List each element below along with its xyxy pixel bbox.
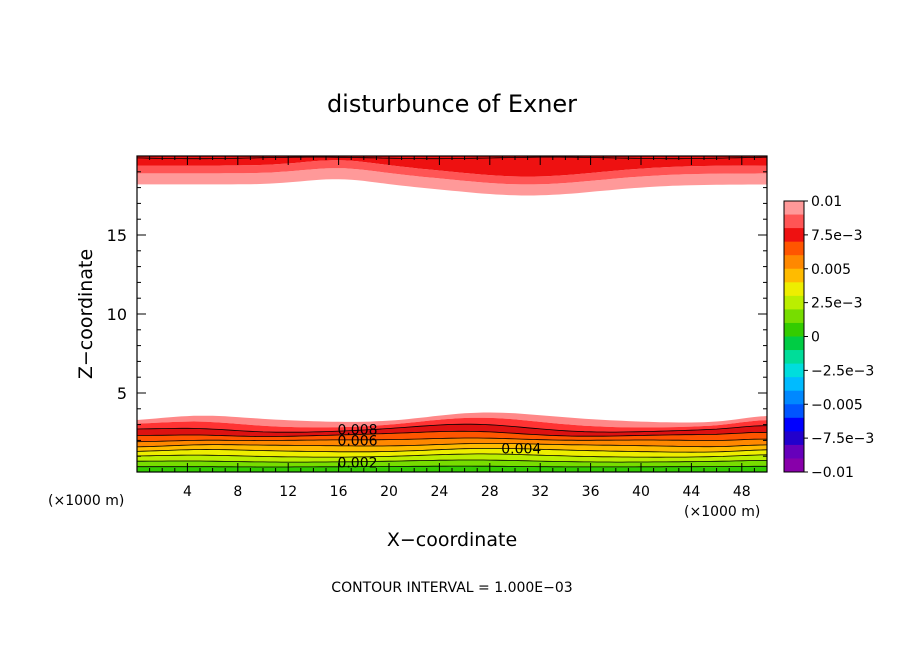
colorbar-swatch	[784, 255, 804, 270]
colorbar-swatch	[784, 282, 804, 297]
colorbar-label: 2.5e−3	[811, 296, 863, 312]
y-tick-label: 5	[117, 384, 127, 403]
colorbar-swatch	[784, 336, 804, 351]
contour-band	[137, 424, 767, 437]
x-tick-label: 16	[330, 484, 348, 500]
contour-line	[137, 459, 767, 463]
colorbar-swatch	[784, 322, 804, 337]
contour-band	[137, 412, 767, 428]
colorbar: 0.01 7.5e−3 0.005 2.5e−3 0 −2.5e−3 −0.005 −7.5e…	[783, 194, 874, 481]
x-tick-label: 24	[430, 484, 448, 500]
contour-label: 0.008	[337, 422, 377, 438]
colorbar-swatch	[784, 363, 804, 378]
colorbar-swatch	[784, 444, 804, 459]
contour-line	[137, 465, 767, 468]
x-tick-label: 32	[531, 484, 549, 500]
x-tick-label: 8	[233, 484, 242, 500]
x-tick-label: 36	[582, 484, 600, 500]
colorbar-label: 0.005	[811, 262, 851, 278]
contour-line	[136, 437, 768, 443]
x-tick-label: 40	[632, 484, 650, 500]
contour-band	[137, 160, 767, 185]
x-tick-label: 44	[682, 484, 700, 500]
colorbar-swatch	[784, 214, 804, 229]
contour-label: 0.004	[501, 441, 541, 457]
colorbar-swatch	[784, 309, 804, 324]
contour-band	[137, 168, 767, 196]
contour-band	[137, 448, 767, 458]
contour-lines	[136, 156, 768, 468]
y-tick-label: 10	[107, 305, 127, 324]
contour-band	[137, 453, 767, 463]
contour-band	[137, 431, 767, 442]
contour-band	[137, 156, 767, 177]
x-unit-left: (×1000 m)	[48, 493, 124, 509]
x-tick-label: 28	[481, 484, 499, 500]
colorbar-swatch	[784, 295, 804, 310]
colorbar-label: 7.5e−3	[811, 228, 863, 244]
colorbar-swatch	[784, 241, 804, 256]
colorbar-swatch	[784, 228, 804, 243]
contour-label: 0.006	[337, 433, 377, 449]
x-unit-right: (×1000 m)	[684, 504, 760, 520]
x-tick-label: 20	[380, 484, 398, 500]
x-tick-label: 12	[279, 484, 297, 500]
colorbar-swatch	[784, 201, 804, 215]
contour-line	[136, 423, 768, 433]
colorbar-label: −7.5e−3	[811, 431, 874, 447]
contour-interval-note: CONTOUR INTERVAL = 1.000E−03	[331, 580, 572, 596]
colorbar-label: −0.005	[811, 397, 863, 413]
y-tick-label: 15	[107, 226, 127, 245]
colorbar-swatch	[784, 417, 804, 432]
colorbar-swatch	[784, 458, 804, 473]
chart-title: disturbunce of Exner	[327, 90, 577, 118]
x-axis-label: X−coordinate	[387, 529, 517, 551]
colorbar-label: 0.01	[811, 194, 842, 210]
colorbar-swatch	[784, 431, 804, 446]
colorbar-label: 0	[811, 330, 820, 346]
x-tick-label: 4	[183, 484, 192, 500]
contour-band	[137, 460, 767, 467]
contour-band	[137, 417, 767, 433]
contour-line	[137, 430, 768, 437]
colorbar-swatch	[784, 268, 804, 283]
colorbar-swatch	[784, 404, 804, 419]
contour-line	[136, 453, 768, 458]
contour-label: 0.002	[337, 456, 377, 472]
colorbar-swatch	[784, 390, 804, 405]
contour-line	[136, 448, 768, 453]
x-tick-label: 48	[733, 484, 751, 500]
colorbar-swatch	[784, 377, 804, 392]
colorbar-label: −0.01	[811, 465, 854, 481]
colorbar-swatch	[784, 350, 804, 364]
contour-line	[136, 443, 768, 448]
y-axis-label: Z−coordinate	[75, 249, 97, 379]
colorbar-label: −2.5e−3	[811, 363, 874, 379]
